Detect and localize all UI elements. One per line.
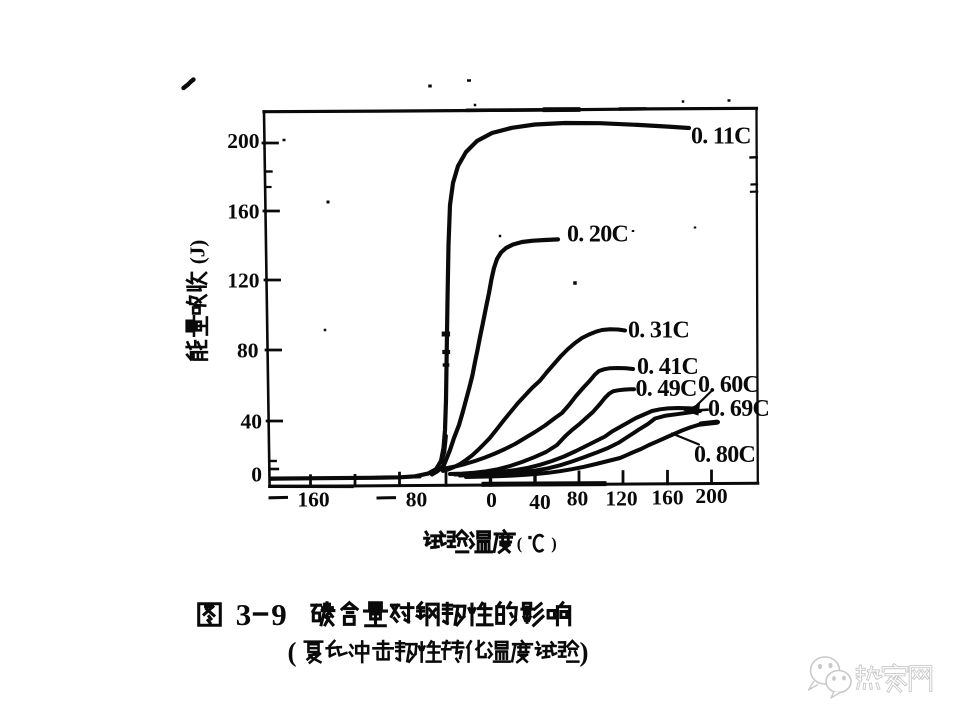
svg-text:0. 49C: 0. 49C <box>636 376 697 402</box>
svg-text:0. 31C: 0. 31C <box>628 318 689 344</box>
svg-text:160: 160 <box>227 199 259 223</box>
svg-text:80: 80 <box>237 338 259 362</box>
svg-text:120: 120 <box>227 268 259 292</box>
svg-text:80: 80 <box>406 488 428 512</box>
svg-text:120: 120 <box>605 487 637 511</box>
svg-text:9: 9 <box>271 597 287 632</box>
svg-text:160: 160 <box>297 488 329 512</box>
svg-text:40: 40 <box>529 490 551 514</box>
svg-text:(: ( <box>288 637 297 667</box>
svg-text:200: 200 <box>227 129 259 153</box>
svg-text:80: 80 <box>567 487 589 511</box>
svg-text:0: 0 <box>251 462 262 486</box>
svg-text:0. 69C: 0. 69C <box>708 396 769 422</box>
svg-text:40: 40 <box>241 410 263 434</box>
svg-text:160: 160 <box>651 486 683 510</box>
svg-text:0: 0 <box>486 488 497 512</box>
svg-text:200: 200 <box>695 484 727 508</box>
svg-text:0. 80C: 0. 80C <box>694 442 755 468</box>
svg-text:): ) <box>580 637 589 667</box>
svg-text:3: 3 <box>236 597 252 632</box>
svg-text:0. 11C: 0. 11C <box>691 123 751 149</box>
svg-text:0. 41C: 0. 41C <box>637 354 698 380</box>
svg-text:(J): (J) <box>186 240 210 265</box>
svg-text:0. 20C: 0. 20C <box>567 222 628 248</box>
svg-text:): ) <box>551 534 557 553</box>
svg-text:(: ( <box>517 534 523 553</box>
svg-text:0. 60C: 0. 60C <box>698 372 759 398</box>
